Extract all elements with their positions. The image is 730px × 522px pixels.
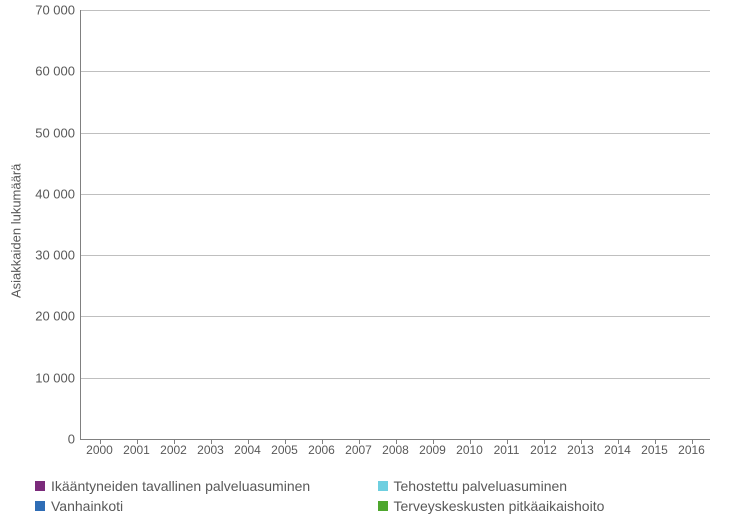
legend-label: Tehostettu palveluasuminen <box>394 478 568 494</box>
grid-line <box>81 194 710 195</box>
legend: Ikääntyneiden tavallinen palveluasuminen… <box>35 478 710 514</box>
x-tick-label: 2005 <box>271 439 298 457</box>
legend-label: Ikääntyneiden tavallinen palveluasuminen <box>51 478 310 494</box>
y-tick-label: 30 000 <box>35 248 81 263</box>
x-tick-label: 2002 <box>160 439 187 457</box>
grid-line <box>81 255 710 256</box>
x-tick-label: 2010 <box>456 439 483 457</box>
legend-label: Terveyskeskusten pitkäaikaishoito <box>394 498 605 514</box>
x-tick-label: 2000 <box>86 439 113 457</box>
x-tick-label: 2003 <box>197 439 224 457</box>
grid-line <box>81 378 710 379</box>
y-tick-label: 70 000 <box>35 3 81 18</box>
grid-line <box>81 10 710 11</box>
x-tick-label: 2016 <box>678 439 705 457</box>
y-tick-label: 10 000 <box>35 370 81 385</box>
x-tick-label: 2001 <box>123 439 150 457</box>
legend-swatch <box>35 501 45 511</box>
y-tick-label: 50 000 <box>35 125 81 140</box>
bars-container: 2000200120022003200420052006200720082009… <box>81 10 710 439</box>
grid-line <box>81 316 710 317</box>
legend-label: Vanhainkoti <box>51 498 123 514</box>
chart-container: Asiakkaiden lukumäärä 200020012002200320… <box>0 0 730 522</box>
x-tick-label: 2012 <box>530 439 557 457</box>
x-tick-label: 2004 <box>234 439 261 457</box>
y-tick-label: 20 000 <box>35 309 81 324</box>
x-tick-label: 2011 <box>494 439 520 457</box>
legend-swatch <box>378 501 388 511</box>
x-tick-label: 2007 <box>345 439 372 457</box>
x-tick-label: 2008 <box>382 439 409 457</box>
y-tick-label: 40 000 <box>35 186 81 201</box>
grid-line <box>81 71 710 72</box>
x-tick-label: 2009 <box>419 439 446 457</box>
legend-item-tavallinen: Ikääntyneiden tavallinen palveluasuminen <box>35 478 368 494</box>
legend-swatch <box>378 481 388 491</box>
legend-item-vanhainkoti: Vanhainkoti <box>35 498 368 514</box>
x-tick-label: 2006 <box>308 439 335 457</box>
y-tick-label: 60 000 <box>35 64 81 79</box>
y-tick-label: 0 <box>68 432 81 447</box>
x-tick-label: 2014 <box>604 439 631 457</box>
legend-swatch <box>35 481 45 491</box>
y-axis-label: Asiakkaiden lukumäärä <box>6 0 26 462</box>
grid-line <box>81 133 710 134</box>
legend-item-terveyskeskus: Terveyskeskusten pitkäaikaishoito <box>378 498 711 514</box>
x-tick-label: 2015 <box>641 439 668 457</box>
legend-item-tehostettu: Tehostettu palveluasuminen <box>378 478 711 494</box>
x-tick-label: 2013 <box>567 439 594 457</box>
plot-area: 2000200120022003200420052006200720082009… <box>80 10 710 440</box>
